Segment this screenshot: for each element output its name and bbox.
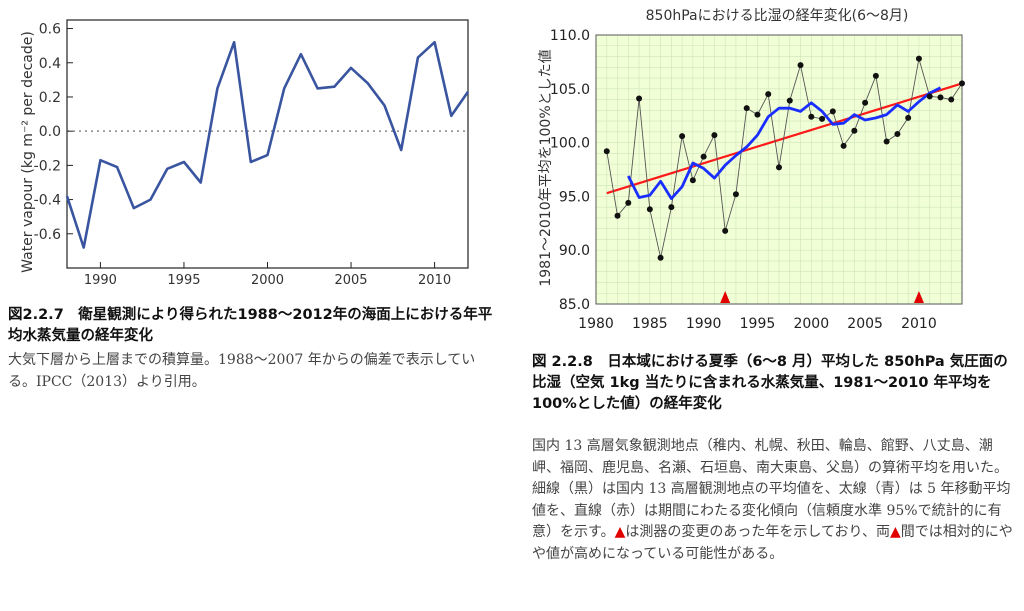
left-y-tick-label: 0.0	[39, 124, 61, 140]
right-x-tick-label: 1980	[578, 316, 614, 332]
right-annual-point	[776, 164, 782, 171]
right-annual-point	[754, 111, 761, 118]
instrument-change-marker-icon: ▲	[614, 524, 626, 540]
right-annual-point	[732, 191, 739, 198]
left-y-tick-label: -0.2	[34, 158, 61, 174]
right-annual-point	[636, 95, 643, 102]
right-annual-point	[851, 127, 858, 134]
left-caption-title: 図2.2.7 衛星観測により得られた1988～2012年の海面上における年平均水…	[8, 307, 493, 344]
right-annual-point	[959, 80, 965, 87]
right-annual-point	[862, 99, 869, 106]
left-plot-frame	[66, 19, 469, 269]
right-annual-point	[808, 113, 815, 120]
right-annual-point	[797, 62, 804, 69]
left-x-tick-label: 2000	[251, 273, 284, 288]
right-annual-point	[743, 105, 750, 112]
left-y-tick-label: 0.6	[39, 22, 61, 38]
right-instrument-change-marker	[720, 291, 731, 303]
right-annual-point	[883, 138, 890, 145]
right-annual-point	[646, 206, 653, 213]
left-x-tick-label: 2005	[334, 273, 367, 288]
right-x-tick-label: 2010	[901, 316, 937, 332]
right-annual-point	[926, 93, 933, 100]
right-chart-panel: 850hPaにおける比湿の経年変化(6～8月) 1981～2010年平均を100…	[520, 0, 1024, 340]
right-caption-body-part1: 国内 13 高層気象観測地点（稚内、札幌、秋田、輪島、館野、八丈島、潮岬、福岡、…	[532, 438, 1011, 540]
left-x-tick-label: 2010	[418, 273, 451, 288]
right-chart-svg: 850hPaにおける比湿の経年変化(6～8月) 1981～2010年平均を100…	[538, 7, 965, 332]
right-y-tick-label: 105.0	[550, 82, 590, 98]
right-trend-line	[606, 82, 963, 195]
right-y-tick-label: 95.0	[559, 189, 590, 205]
right-x-tick-label: 2000	[793, 316, 829, 332]
instrument-change-marker-icon: ▲	[890, 524, 901, 540]
left-caption-body: 大気下層から上層までの積算量。1988～2007 年からの偏差で表示している。I…	[8, 352, 476, 390]
left-y-tick-label: -0.4	[34, 193, 61, 209]
right-annual-point	[668, 204, 675, 211]
right-annual-point	[829, 108, 836, 115]
left-x-tick-label: 1990	[84, 273, 117, 288]
right-caption-body-part3: 間では相対的にやや値が高めになっている可能性がある。	[532, 524, 1013, 562]
right-annual-point	[722, 227, 729, 234]
right-plot-frame	[595, 34, 963, 305]
right-annual-point	[603, 148, 610, 155]
right-annual-line	[606, 58, 963, 258]
right-x-tick-label: 1985	[632, 316, 668, 332]
right-caption-body-part2: は測器の変更のあった年を示しており、両	[625, 524, 890, 540]
right-y-tick-label: 110.0	[550, 28, 590, 44]
left-x-tick-label: 1995	[167, 273, 200, 288]
right-annual-point	[765, 91, 772, 98]
right-annual-point	[679, 133, 686, 140]
right-annual-point	[915, 55, 922, 62]
right-annual-point	[905, 114, 912, 121]
right-annual-point	[657, 254, 664, 261]
right-annual-point	[840, 142, 847, 149]
left-y-axis-label: Water vapour (kg m⁻² per decade)	[20, 31, 36, 273]
right-y-axis-label: 1981～2010年平均を100%とした値	[538, 49, 554, 286]
right-annual-point	[872, 72, 879, 79]
left-y-tick-label: 0.4	[39, 56, 61, 72]
left-y-tick-label: -0.6	[34, 227, 61, 243]
right-instrument-change-marker	[913, 291, 924, 303]
left-chart-svg: Water vapour (kg m⁻² per decade) -0.6 -0.…	[20, 19, 470, 288]
right-y-tick-label: 100.0	[550, 136, 590, 152]
right-annual-point	[819, 115, 826, 122]
right-caption-title: 図 2.2.8 日本域における夏季（6～8 月）平均した 850hPa 気圧面の…	[532, 354, 1008, 412]
right-caption-body: 国内 13 高層気象観測地点（稚内、札幌、秋田、輪島、館野、八丈島、潮岬、福岡、…	[532, 436, 1017, 565]
right-annual-point	[894, 130, 901, 137]
right-annual-point	[948, 96, 955, 103]
right-annual-point	[700, 153, 707, 160]
right-x-tick-label: 1990	[686, 316, 722, 332]
right-annual-point	[614, 212, 621, 219]
right-annual-point	[711, 132, 718, 139]
left-chart-panel: Water vapour (kg m⁻² per decade) -0.6 -0.…	[0, 0, 490, 300]
right-moving-average-line	[627, 86, 942, 201]
right-annual-point	[689, 177, 696, 184]
right-x-tick-label: 1995	[740, 316, 776, 332]
right-y-tick-label: 85.0	[559, 297, 590, 313]
right-annual-point	[625, 199, 632, 206]
left-y-tick-label: 0.2	[39, 90, 61, 106]
right-annual-point	[786, 97, 793, 104]
right-chart-title: 850hPaにおける比湿の経年変化(6～8月)	[646, 7, 909, 24]
right-x-tick-label: 2005	[847, 316, 883, 332]
right-y-tick-label: 90.0	[559, 243, 590, 259]
left-water-vapour-line	[65, 40, 470, 249]
right-annual-point	[937, 94, 944, 101]
